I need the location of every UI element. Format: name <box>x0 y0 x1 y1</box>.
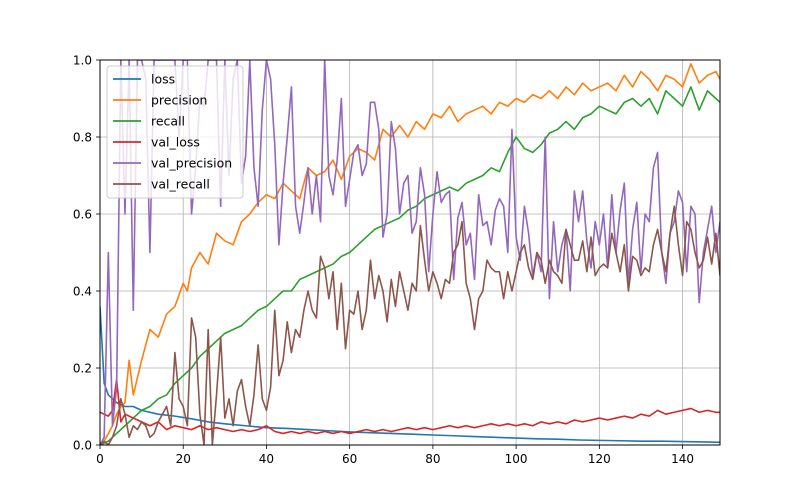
legend-label-val-precision: val_precision <box>151 156 232 171</box>
series-line-loss <box>100 306 720 444</box>
y-tick-label: 0.6 <box>73 208 92 222</box>
x-tick-label: 80 <box>425 452 440 466</box>
x-tick-label: 140 <box>671 452 694 466</box>
y-tick-label: 0.8 <box>73 131 92 145</box>
series-line-val-loss <box>100 378 720 435</box>
x-tick-label: 60 <box>342 452 357 466</box>
legend: loss precision recall val_loss val_precision… <box>106 65 244 199</box>
x-tick-label: 100 <box>505 452 528 466</box>
plot-frame <box>99 59 721 446</box>
legend-label-precision: precision <box>151 93 207 108</box>
legend-box <box>106 65 244 199</box>
y-tick-label: 1.0 <box>73 54 92 68</box>
y-tick-label: 0.4 <box>73 285 92 299</box>
series-line-val-recall <box>100 205 720 445</box>
x-tick-label: 20 <box>176 452 191 466</box>
legend-label-val-loss: val_loss <box>151 135 200 150</box>
legend-label-recall: recall <box>151 114 185 129</box>
series-line-recall <box>100 86 720 445</box>
x-tick-label: 40 <box>259 452 274 466</box>
legend-label-loss: loss <box>151 72 175 87</box>
axis-ticks: 0 20 40 60 80 100 120 140 0.0 0.2 0.4 0.6 0.8 1.0 <box>73 54 694 467</box>
x-tick-label: 120 <box>588 452 611 466</box>
y-tick-label: 0.2 <box>73 362 92 376</box>
y-tick-label: 0.0 <box>73 439 92 453</box>
legend-label-val-recall: val_recall <box>151 177 210 192</box>
x-tick-label: 0 <box>96 452 104 466</box>
